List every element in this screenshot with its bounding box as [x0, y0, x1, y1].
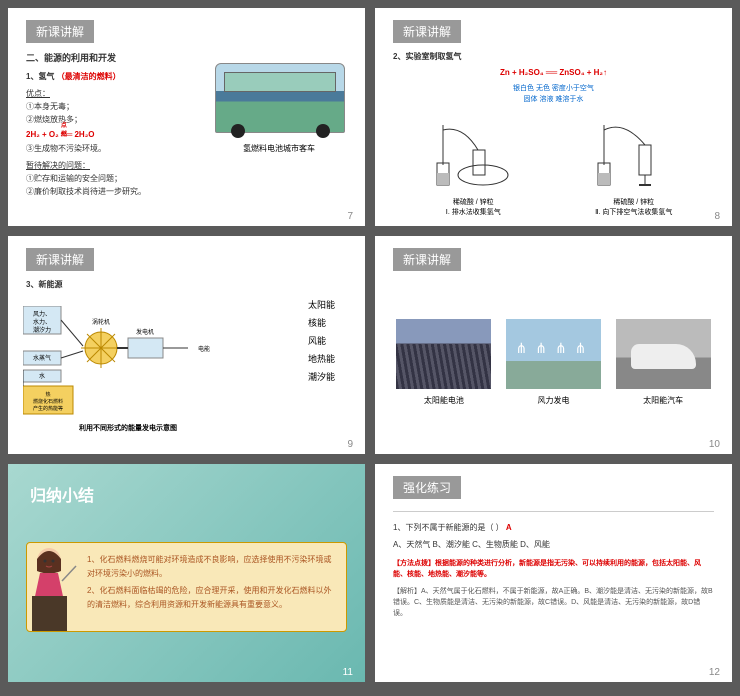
slide-title: 新课讲解: [26, 248, 94, 271]
svg-text:水蒸气: 水蒸气: [33, 354, 51, 362]
diagram-caption: 利用不同形式的能量发电示意图: [23, 423, 233, 433]
slide-title: 新课讲解: [393, 248, 461, 271]
svg-text:燃烧化石燃料: 燃烧化石燃料: [33, 398, 63, 405]
slide-title: 归纳小结: [26, 476, 347, 512]
bus-image: [215, 63, 345, 133]
svg-text:发电机: 发电机: [136, 328, 154, 336]
slide-10: 新课讲解 太阳能电池 风力发电 太阳能汽车 ▷ 10: [375, 236, 732, 454]
svg-text:涡轮机: 涡轮机: [92, 318, 110, 326]
slide-12: 强化练习 1、下列不属于新能源的是（ ） A A、天然气 B、潮汐能 C、生物质…: [375, 464, 732, 682]
analysis: 【解析】A、天然气属于化石燃料，不属于新能源，故A正确。B、潮汐能是清洁、无污染…: [393, 586, 714, 620]
equation: Zn + H₂SO₄ ══ ZnSO₄ + H₂↑: [393, 67, 714, 80]
energy-diagram: 风力、 水力、 潮汐力 水蒸气 水 热 燃烧化石燃料 产生的热能等 涡轮机 发电…: [23, 306, 233, 416]
slide-content: 3、新能源: [26, 279, 347, 292]
slide-title: 强化练习: [393, 476, 461, 499]
slide-title: 新课讲解: [26, 20, 94, 43]
energy-item: 地热能: [308, 350, 335, 368]
bus-caption: 氢燃料电池城市客车: [243, 143, 315, 154]
energy-item: 太阳能: [308, 296, 335, 314]
svg-text:水力、: 水力、: [33, 318, 51, 326]
apparatus-row: 稀硫酸 / 锌粒 Ⅰ. 排水法收集氢气 稀硫酸 / 锌粒 Ⅱ. 向下排空气法收集…: [393, 115, 714, 217]
photo-solar: 太阳能电池: [396, 319, 491, 406]
slide-7: 新课讲解 二、能源的利用和开发 1、氢气 （最清洁的燃料） 优点： ①本身无毒；…: [8, 8, 365, 226]
options: A、天然气 B、潮汐能 C、生物质能 D、风能: [393, 539, 714, 552]
prob2: ②廉价制取技术尚待进一步研究。: [26, 186, 347, 199]
energy-item: 核能: [308, 314, 335, 332]
slide-8: 新课讲解 2、实验室制取氢气 Zn + H₂SO₄ ══ ZnSO₄ + H₂↑…: [375, 8, 732, 226]
page-number: 7: [347, 211, 353, 222]
svg-text:产生的热能等: 产生的热能等: [33, 405, 63, 412]
wind-image: [506, 319, 601, 389]
photo-row: 太阳能电池 风力发电 太阳能汽车: [393, 319, 714, 406]
sub: 2、实验室制取氢气: [393, 51, 714, 64]
cap1: Ⅰ. 排水法收集氢气: [423, 207, 523, 217]
svg-text:电能: 电能: [198, 345, 210, 353]
svg-text:风力、: 风力、: [33, 310, 51, 318]
summary-p2: 2、化石燃料面临枯竭的危险，应合理开采，使用和开发化石燃料以外的清洁燃料，综合利…: [87, 584, 334, 611]
page-number: 11: [343, 667, 353, 678]
page-number: 9: [347, 439, 353, 450]
sub: 3、新能源: [26, 279, 347, 292]
method: 【方法点拨】根据能源的种类进行分析，新能源是指无污染、可以持续利用的能源，包括太…: [393, 558, 714, 580]
prob1: ①贮存和运输的安全问题；: [26, 173, 347, 186]
car-image: [616, 319, 711, 389]
slide-content: 2、实验室制取氢气 Zn + H₂SO₄ ══ ZnSO₄ + H₂↑ 银白色 …: [393, 51, 714, 105]
solar-image: [396, 319, 491, 389]
photo-label: 太阳能汽车: [616, 395, 711, 406]
answer: A: [506, 523, 512, 532]
summary-p1: 1、化石燃料燃烧可能对环境造成不良影响，应选择使用不污染环境或对环境污染小的燃料…: [87, 553, 334, 580]
page-number: 8: [714, 211, 720, 222]
slide-9: 新课讲解 3、新能源 风力、 水力、 潮汐力 水蒸气 水 热 燃烧化石燃料 产生…: [8, 236, 365, 454]
props1: 银白色 无色 密度小于空气: [393, 83, 714, 94]
slide-title: 新课讲解: [393, 20, 461, 43]
props2: 固体 溶液 难溶于水: [393, 94, 714, 105]
photo-label: 太阳能电池: [396, 395, 491, 406]
page-number: 12: [709, 667, 720, 678]
apparatus-1: 稀硫酸 / 锌粒 Ⅰ. 排水法收集氢气: [423, 115, 523, 217]
svg-text:潮汐力: 潮汐力: [33, 326, 51, 334]
teacher-icon: [22, 541, 77, 636]
energy-item: 风能: [308, 332, 335, 350]
slide-11: 归纳小结 1、化石燃料燃烧可能对环境造成不良影响，应选择使用不污染环境或对环境污…: [8, 464, 365, 682]
label1: 稀硫酸 / 锌粒: [423, 197, 523, 207]
label2b: 稀硫酸 / 锌粒: [584, 197, 684, 207]
photo-label: 风力发电: [506, 395, 601, 406]
photo-wind: 风力发电: [506, 319, 601, 406]
svg-text:热: 热: [45, 391, 50, 398]
energy-item: 潮汐能: [308, 368, 335, 386]
question: 1、下列不属于新能源的是（ ） A: [393, 522, 714, 535]
photo-car: 太阳能汽车: [616, 319, 711, 406]
svg-text:水: 水: [39, 372, 45, 380]
energy-list: 太阳能 核能 风能 地热能 潮汐能: [308, 296, 335, 386]
page-number: 10: [709, 439, 720, 450]
prob-label: 暂待解决的问题：: [26, 160, 347, 173]
apparatus-2: 稀硫酸 / 锌粒 Ⅱ. 向下排空气法收集氢气: [584, 115, 684, 217]
cap2: Ⅱ. 向下排空气法收集氢气: [584, 207, 684, 217]
slide-content: 1、下列不属于新能源的是（ ） A A、天然气 B、潮汐能 C、生物质能 D、风…: [393, 522, 714, 620]
summary-box: 1、化石燃料燃烧可能对环境造成不良影响，应选择使用不污染环境或对环境污染小的燃料…: [26, 542, 347, 632]
